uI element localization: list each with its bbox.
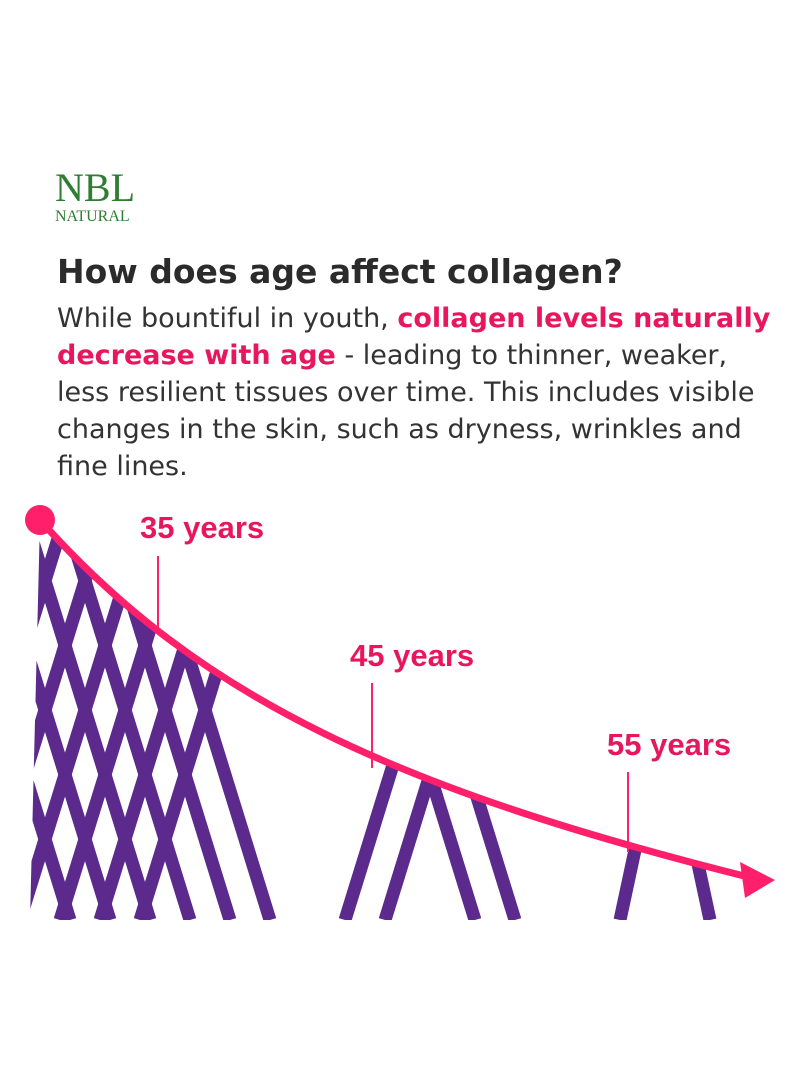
age-label: 55 years — [607, 727, 731, 762]
age-label: 45 years — [350, 638, 474, 673]
highlight: collagen levels naturally decrease with … — [57, 303, 771, 371]
age-label: 35 years — [140, 510, 264, 545]
start-dot — [25, 505, 55, 535]
decline-curve — [37, 517, 753, 882]
lattice — [30, 520, 717, 920]
intro: While bountiful in youth, — [57, 303, 389, 334]
paragraph: While bountiful in youth, collagen level… — [57, 300, 777, 485]
rest: - leading to thinner, weaker, less resil… — [57, 340, 755, 482]
arrow-head — [740, 862, 775, 898]
logo: NBL NATURAL — [55, 168, 135, 226]
heading: How does age affect collagen? — [57, 252, 623, 291]
logo-name: NBL — [55, 165, 135, 210]
logo-sub: NATURAL — [55, 208, 130, 225]
